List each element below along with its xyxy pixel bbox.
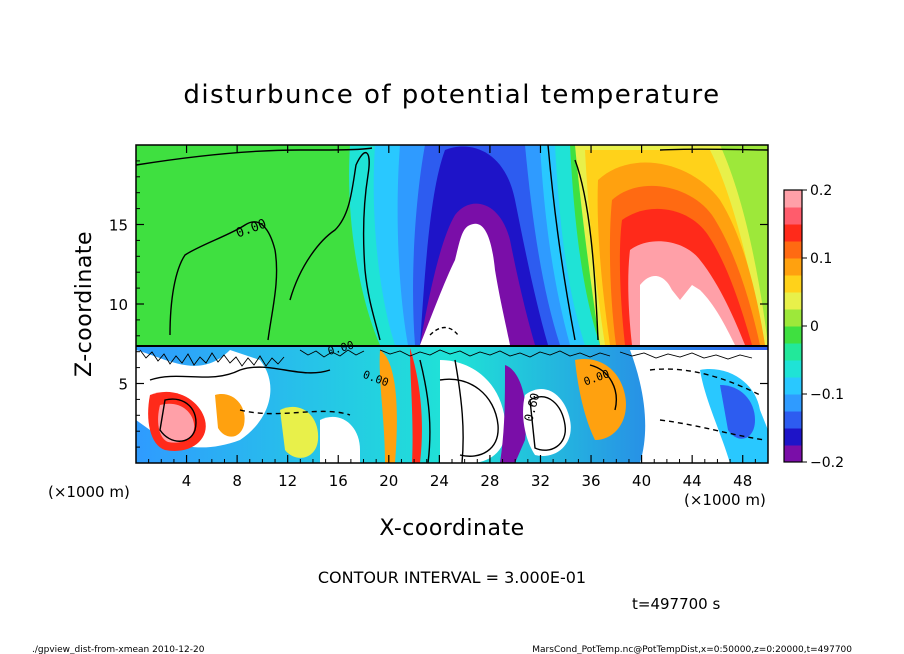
footer-left: ./gpview_dist-from-xmean 2010-12-20 <box>32 645 205 654</box>
colorbar-segment <box>784 394 802 412</box>
x-tick-label: 8 <box>232 472 242 490</box>
x-axis-label: X-coordinate <box>379 516 524 541</box>
y-tick-label: 15 <box>109 217 128 235</box>
field-lower-purple-center <box>500 365 527 463</box>
contour-lower-dash1 <box>649 368 761 396</box>
colorbar-tick-label: 0.1 <box>810 251 832 267</box>
contour-lower-3 <box>439 378 499 457</box>
contour-lower-7 <box>589 364 617 411</box>
colorbar-tick-label: 0 <box>810 319 819 335</box>
contour-zero-mid <box>289 152 381 341</box>
field-lower-white-center <box>440 360 506 463</box>
colorbar-segment <box>784 377 802 395</box>
contour-interval-text: CONTOUR INTERVAL = 3.000E-01 <box>318 568 586 587</box>
field-lower-yellow <box>280 406 319 458</box>
x-axis-unit: (×1000 m) <box>684 491 766 509</box>
contour-lower-1 <box>149 366 331 381</box>
x-tick-label: 12 <box>278 472 297 490</box>
colorbar-segment <box>784 224 802 242</box>
field-lower-orange-mid <box>379 350 397 463</box>
colorbar-segment <box>784 445 802 463</box>
x-tick-label: 48 <box>733 472 752 490</box>
colorbar-segment <box>784 275 802 293</box>
contour-lower-dash2 <box>659 419 766 441</box>
contour-zero-center <box>547 145 576 341</box>
field-lower-white-right1 <box>523 389 571 456</box>
contour-zero-left <box>169 221 278 341</box>
x-tick-label: 20 <box>379 472 398 490</box>
x-tick-label: 24 <box>430 472 449 490</box>
contour-lower-5 <box>419 359 431 463</box>
x-tick-label: 44 <box>683 472 702 490</box>
y-tick-label: 10 <box>109 296 128 314</box>
x-tick-label: 28 <box>480 472 499 490</box>
heatmap-field <box>136 145 768 463</box>
colorbar: 0.2 0.1 0 −0.1 −0.2 <box>783 183 844 471</box>
contour-lower-2 <box>159 398 197 442</box>
field-lower-red-mid <box>410 348 422 463</box>
x-tick-label: 4 <box>182 472 192 490</box>
contour-lower-6 <box>454 359 464 463</box>
colorbar-segment <box>784 343 802 361</box>
contour-small-dash <box>429 326 459 336</box>
field-lower-orange-left <box>215 394 245 437</box>
field-cool-core <box>420 223 510 345</box>
colorbar-segment <box>784 258 802 276</box>
y-axis-label: Z-coordinate <box>72 231 97 377</box>
colorbar-segment <box>784 309 802 327</box>
x-tick-label: 36 <box>581 472 600 490</box>
colorbar-segment <box>784 190 802 208</box>
x-tick-label: 16 <box>329 472 348 490</box>
colorbar-tick-label: −0.1 <box>810 387 844 403</box>
field-lower-white-mid <box>320 416 360 463</box>
contour-lower-dash3 <box>239 409 351 416</box>
field-lower-blue-right <box>720 385 755 439</box>
x-tick-label: 40 <box>632 472 651 490</box>
contour-boundary-noise <box>139 349 753 367</box>
colorbar-segment <box>784 241 802 259</box>
colorbar-segment <box>784 428 802 446</box>
colorbar-segment <box>784 326 802 344</box>
y-axis: 5 10 15 <box>109 160 768 448</box>
field-lower-pink-left <box>158 403 195 443</box>
colorbar-tick-label: 0.2 <box>810 183 832 199</box>
colorbar-tick-label: −0.2 <box>810 455 844 471</box>
contour-zero-top <box>136 147 373 166</box>
x-axis: 4 8 12 16 20 24 28 32 36 40 44 48 <box>148 145 756 490</box>
contour-zero-right <box>574 159 599 341</box>
contour-zero-topright <box>659 148 768 151</box>
footer-right: MarsCond_PotTemp.nc@PotTempDist,x=0:5000… <box>532 645 852 654</box>
contour-lines <box>136 145 768 463</box>
colorbar-segment <box>784 207 802 225</box>
colorbar-segment <box>784 292 802 310</box>
chart-title: disturbunce of potential temperature <box>183 80 720 110</box>
colorbar-segment <box>784 411 802 429</box>
contour-lower-4 <box>529 396 566 451</box>
field-warm-core <box>640 275 735 345</box>
y-tick-label: 5 <box>118 376 128 394</box>
y-axis-unit: (×1000 m) <box>48 483 130 501</box>
time-label: t=497700 s <box>632 595 720 613</box>
field-lower-orange-right <box>575 359 626 440</box>
x-tick-label: 32 <box>531 472 550 490</box>
colorbar-segment <box>784 360 802 378</box>
